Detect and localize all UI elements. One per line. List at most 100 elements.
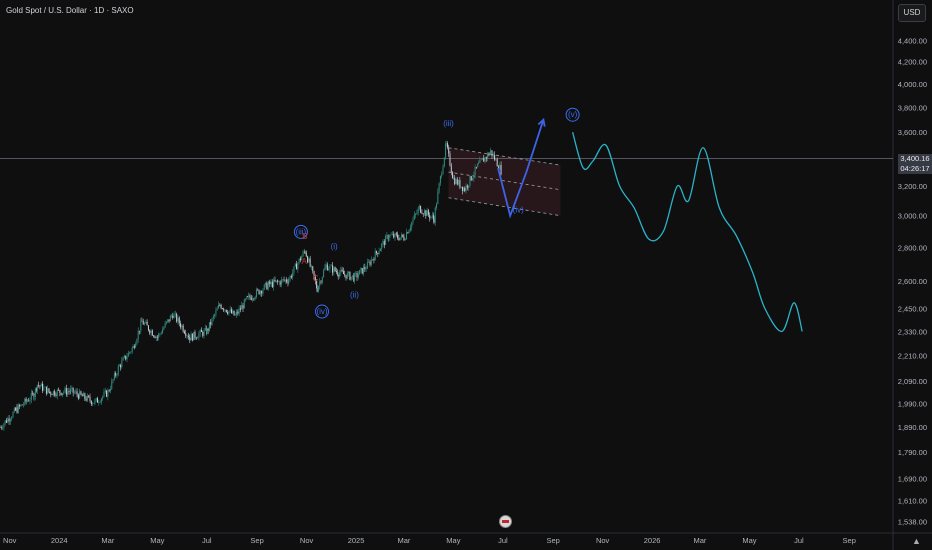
time-axis[interactable]: Nov 2024 Mar May Jul Sep Nov 2025 Mar May Jul Sep No…	[3, 536, 856, 545]
candle-body	[485, 157, 487, 159]
candle-body	[191, 333, 193, 341]
candle-body	[221, 308, 223, 310]
candle-body	[142, 321, 144, 325]
y-tick-label: 2,800.00	[898, 243, 927, 252]
candle-body	[85, 398, 87, 401]
candle-body	[202, 331, 204, 336]
wave-path	[497, 117, 546, 219]
candle-body	[189, 337, 191, 339]
candle-body	[373, 259, 375, 261]
candle-body	[245, 299, 247, 300]
candle-body	[333, 267, 335, 273]
tradingview-logo-icon[interactable]: ▲	[912, 536, 921, 546]
candle-body	[334, 267, 336, 272]
candle-body	[469, 176, 471, 186]
candle-body	[83, 393, 85, 397]
candle-body	[172, 315, 174, 319]
candle-body	[109, 388, 111, 392]
price-axis[interactable]: 4,400.00 4,200.00 4,000.00 3,800.00 3,600.00…	[898, 36, 927, 526]
candle-body	[218, 304, 220, 309]
wave-label: (iv)	[513, 206, 524, 215]
candle-body	[67, 391, 69, 395]
candle-body	[431, 215, 433, 217]
candle-body	[171, 315, 173, 317]
candle-body	[229, 309, 231, 312]
candle-body	[404, 238, 406, 241]
candle-body	[253, 298, 255, 300]
candle-body	[388, 237, 390, 240]
candle-body	[30, 393, 32, 400]
candle-body	[460, 186, 462, 188]
candle-body	[246, 296, 248, 300]
candle-body	[280, 279, 282, 285]
candle-body	[248, 295, 250, 297]
candle-body	[63, 391, 65, 394]
candle-body	[439, 175, 441, 184]
candle-body	[450, 165, 452, 173]
candle-body	[214, 314, 216, 317]
candle-body	[267, 281, 269, 285]
candle-body	[190, 333, 192, 341]
candle-body	[23, 404, 25, 406]
candle-body	[341, 269, 343, 272]
x-tick-label: Mar	[101, 536, 114, 545]
candle-body	[106, 390, 108, 397]
candle-body	[182, 325, 184, 332]
x-tick-label: May	[446, 536, 460, 545]
candle-body	[185, 333, 187, 336]
y-tick-label: 1,690.00	[898, 474, 927, 483]
candle-body	[77, 394, 79, 399]
candle-body	[480, 159, 482, 161]
candle-body	[382, 240, 384, 244]
candle-body	[494, 154, 496, 160]
candle-body	[123, 355, 125, 358]
channel-line	[448, 197, 561, 217]
y-tick-label: 1,790.00	[898, 448, 927, 457]
candle-body	[219, 304, 221, 306]
candle-body	[324, 267, 326, 271]
candle-body	[113, 373, 115, 380]
candle-body	[492, 154, 494, 156]
y-tick-label: 3,000.00	[898, 212, 927, 221]
y-tick-label: 4,000.00	[898, 80, 927, 89]
wave-label: (ii)	[350, 290, 359, 299]
candle-body	[195, 337, 197, 339]
candle-body	[29, 399, 31, 402]
y-tick-label: 4,400.00	[898, 36, 927, 45]
candle-body	[288, 280, 290, 283]
candle-body	[159, 333, 161, 335]
candle-body	[60, 392, 62, 396]
candle-body	[372, 259, 374, 260]
candle-body	[307, 256, 309, 263]
candle-body	[332, 265, 334, 273]
candle-body	[215, 310, 217, 315]
candle-body	[26, 400, 28, 402]
candle-body	[236, 311, 238, 315]
candle-body	[19, 405, 21, 407]
candle-body	[139, 330, 141, 332]
candle-body	[314, 276, 316, 282]
x-tick-label: May	[742, 536, 756, 545]
y-tick-label: 1,890.00	[898, 423, 927, 432]
broker-logo-icon[interactable]	[499, 515, 512, 528]
candle-body	[200, 330, 202, 332]
candle-body	[246, 296, 248, 297]
candle-body	[4, 420, 6, 424]
candle-body	[461, 186, 463, 191]
candle-body	[104, 390, 106, 393]
candle-body	[395, 233, 397, 235]
candle-body	[455, 179, 457, 185]
candle-body	[474, 166, 476, 175]
candle-body	[289, 276, 291, 281]
currency-button[interactable]: USD	[898, 4, 926, 22]
chart-title: Gold Spot / U.S. Dollar · 1D · SAXO	[6, 6, 134, 15]
candle-body	[351, 275, 353, 277]
candle-body	[20, 404, 22, 407]
candle-body	[48, 388, 50, 392]
candle-body	[427, 210, 429, 215]
x-tick-label: Nov	[3, 536, 17, 545]
candle-body	[346, 273, 348, 279]
candle-body	[127, 352, 129, 357]
candle-body	[429, 214, 431, 219]
